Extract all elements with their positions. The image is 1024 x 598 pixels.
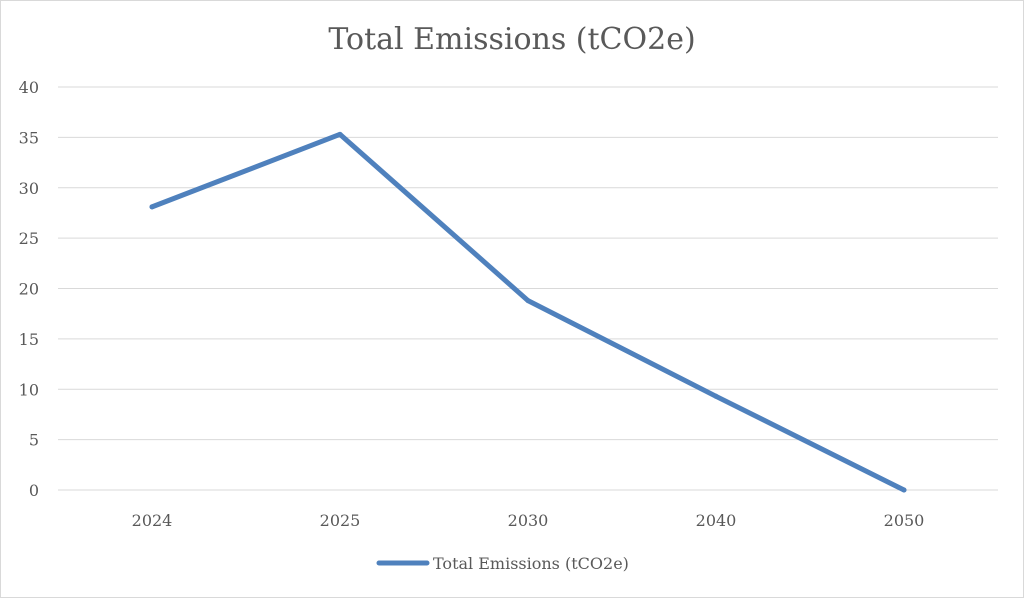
y-tick-label: 40	[19, 78, 39, 97]
data-point	[149, 204, 155, 210]
series-layer	[149, 131, 907, 493]
y-tick-label: 15	[19, 330, 39, 349]
x-tick-label: 2050	[884, 511, 925, 530]
legend-label: Total Emissions (tCO2e)	[433, 554, 629, 573]
x-tick-label: 2030	[508, 511, 549, 530]
data-point	[713, 393, 719, 399]
x-axis-ticks: 2024 2025 2030 2040 2050	[132, 511, 925, 530]
y-tick-label: 0	[29, 481, 39, 500]
y-axis-ticks: 0 5 10 15 20 25 30 35 40	[19, 78, 39, 500]
chart-title: Total Emissions (tCO2e)	[328, 22, 695, 57]
data-point	[337, 131, 343, 137]
y-tick-label: 30	[19, 179, 39, 198]
y-tick-label: 25	[19, 229, 39, 248]
data-point	[901, 487, 907, 493]
y-tick-label: 5	[29, 431, 39, 450]
gridlines	[58, 86, 998, 491]
data-point	[525, 298, 531, 304]
x-tick-label: 2025	[320, 511, 361, 530]
y-tick-label: 10	[19, 380, 39, 399]
legend: Total Emissions (tCO2e)	[376, 554, 629, 573]
y-tick-label: 35	[19, 128, 39, 147]
y-tick-label: 20	[19, 280, 39, 299]
x-tick-label: 2024	[132, 511, 173, 530]
x-tick-label: 2040	[696, 511, 737, 530]
